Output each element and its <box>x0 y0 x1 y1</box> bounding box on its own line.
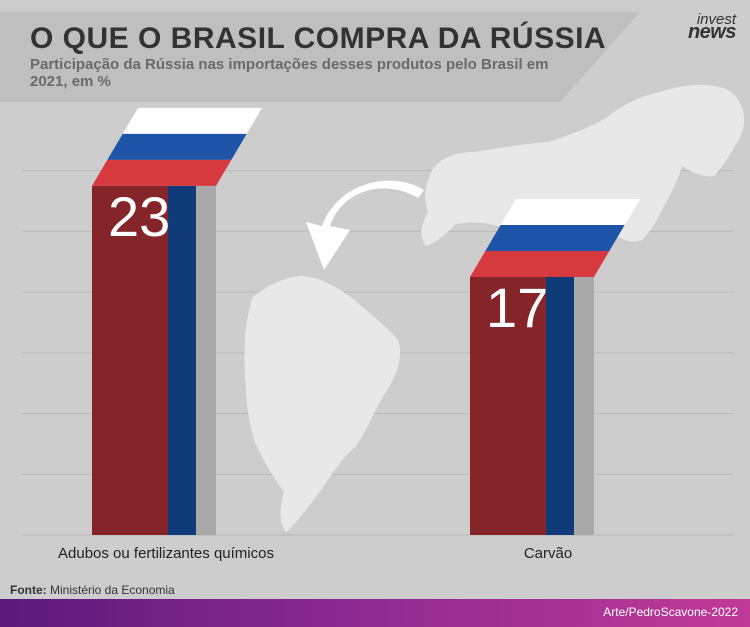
russia-map-shape <box>421 84 744 247</box>
logo-text-bottom: news <box>687 21 737 44</box>
category-labels: Adubos ou fertilizantes químicos Carvão <box>58 545 572 562</box>
bars <box>92 107 640 535</box>
arrow-icon <box>306 180 424 270</box>
bar <box>470 198 640 535</box>
flag-stripe-red <box>470 250 610 277</box>
bar-front-blue <box>168 185 196 535</box>
chart-title: O QUE O BRASIL COMPRA DA RÚSSIA <box>30 22 607 55</box>
flag-stripe-blue <box>107 133 247 160</box>
footer-bar: Arte/PedroScavone-2022 <box>0 599 750 627</box>
bar-front-red <box>470 276 546 535</box>
flag-stripe-white <box>500 198 640 225</box>
value-label: 23 <box>108 185 170 248</box>
credit-text: Arte/PedroScavone-2022 <box>603 605 738 619</box>
value-label: 17 <box>486 276 548 339</box>
source-text: Ministério da Economia <box>50 583 175 597</box>
chart: 23 17 Adubos ou fertilizantes químicos Car… <box>22 84 744 562</box>
flag-stripe-red <box>92 159 232 186</box>
brazil-map-shape <box>244 276 401 532</box>
bar-front-blue <box>546 276 574 535</box>
header-band <box>0 12 640 102</box>
bar-front-red <box>92 185 168 535</box>
flag-stripe-blue <box>485 224 625 251</box>
flag-stripe-white <box>122 107 263 134</box>
bar-side <box>574 276 594 535</box>
logo-text-top: invest <box>696 11 736 28</box>
source-note: Fonte: Ministério da Economia <box>10 583 175 597</box>
bar <box>92 107 263 535</box>
value-labels: 23 17 <box>108 185 548 339</box>
category-label: Adubos ou fertilizantes químicos <box>58 545 274 562</box>
world-map-illustration <box>244 84 744 532</box>
source-label: Fonte: <box>10 583 47 597</box>
bar-side <box>196 185 216 535</box>
category-label: Carvão <box>524 545 572 562</box>
chart-subtitle: Participação da Rússia nas importações d… <box>30 56 549 90</box>
investnews-logo: invest news <box>687 11 737 44</box>
